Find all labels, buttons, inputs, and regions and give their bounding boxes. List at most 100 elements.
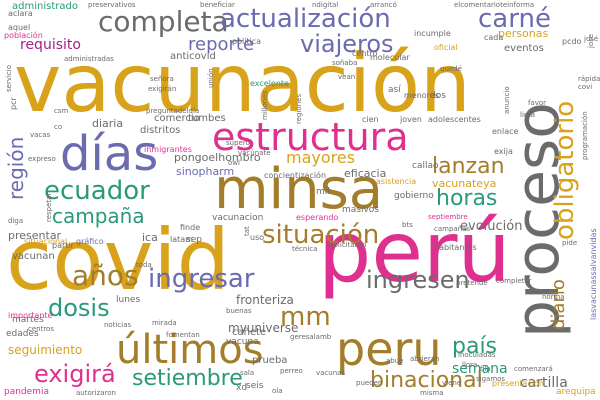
word: diga: [8, 217, 24, 225]
word: horas: [436, 186, 498, 211]
word: situación: [262, 220, 380, 250]
word: solicitarán: [330, 241, 367, 249]
word: semana: [452, 361, 508, 377]
word: diaria: [92, 117, 124, 130]
word: eficacia: [344, 167, 387, 180]
word: sep: [186, 235, 202, 245]
word: programación: [581, 111, 589, 160]
word: dos: [430, 91, 446, 101]
word: pueden: [356, 379, 383, 387]
word: covid: [6, 211, 230, 309]
word: excelente: [250, 79, 289, 88]
word: personas: [498, 27, 549, 40]
word: región: [4, 136, 28, 200]
word: pretende: [456, 279, 488, 287]
word: eventos: [504, 43, 544, 54]
word: prueba: [252, 355, 288, 366]
word: finde: [180, 223, 201, 232]
word: dosis: [48, 294, 110, 322]
word: uso: [250, 233, 265, 242]
word: mm: [280, 302, 331, 332]
word: fomentan: [166, 331, 200, 339]
word: respetar: [45, 192, 53, 222]
word: owl: [228, 159, 240, 167]
word: binacional: [370, 368, 483, 393]
word: vacunan: [12, 251, 55, 262]
word: cada: [484, 33, 504, 42]
word: centros: [28, 325, 54, 333]
word: perreo: [280, 367, 303, 375]
word: jose: [587, 33, 595, 48]
word: unión: [207, 68, 215, 88]
word: ingresar: [148, 264, 255, 294]
word: habitantes: [434, 243, 477, 252]
word: comercio: [154, 113, 200, 124]
word: viajeros: [300, 30, 394, 58]
word: vacúnate: [238, 149, 271, 157]
word: misma: [420, 389, 444, 397]
word: campañas: [434, 225, 471, 233]
word: actualización: [220, 4, 391, 34]
word: partir: [52, 241, 74, 250]
word: tumbes: [188, 113, 226, 124]
word: covi: [578, 83, 593, 91]
word: estructura: [212, 115, 409, 159]
word: myuniverse: [228, 321, 299, 335]
word: comenzará: [514, 365, 553, 373]
word: septiembre: [428, 213, 468, 221]
word: ica: [142, 231, 158, 244]
word: ingresen: [366, 266, 470, 294]
word: seguimiento: [8, 343, 83, 357]
word: co: [54, 123, 63, 131]
word: diario: [548, 279, 569, 330]
word: autorizaron: [76, 389, 116, 397]
word: concientización: [264, 171, 327, 180]
word: soñaba: [332, 59, 358, 67]
word: martes: [12, 315, 44, 325]
word: favor: [528, 99, 547, 107]
word: país: [452, 334, 498, 359]
word: inmigrantes: [144, 145, 192, 154]
word: años: [72, 259, 139, 292]
word: setiembre: [132, 366, 243, 391]
word: sigamos: [476, 375, 506, 383]
word: servicio: [5, 65, 13, 92]
word: callao: [412, 161, 439, 171]
word: seis: [246, 381, 264, 391]
word: exija: [494, 147, 513, 156]
word: arrancó: [370, 1, 397, 9]
word: tat: [243, 226, 251, 236]
word: elcomentarioteinforma: [454, 1, 535, 9]
word: pongoelhombro: [174, 151, 261, 164]
word: lasvacunassalvanvidas: [589, 228, 598, 320]
word: anuncio: [503, 86, 511, 114]
word: población: [4, 31, 43, 40]
word: sala: [240, 369, 255, 377]
word: lunes: [116, 295, 141, 305]
word: fila: [480, 365, 491, 373]
word: incumple: [414, 29, 451, 38]
word: vacunateya: [432, 177, 497, 190]
word: vean: [338, 73, 356, 81]
word: preguntadeldía: [146, 107, 200, 115]
word: mayores: [286, 148, 356, 167]
word: campaña: [52, 204, 145, 228]
word: beneficiar: [200, 1, 235, 9]
word: aquel: [8, 23, 31, 32]
word: presentar: [8, 229, 62, 242]
word: expreso: [28, 155, 56, 163]
word: arequipa: [556, 387, 596, 397]
word: pcr: [9, 97, 18, 110]
word: oficial: [434, 43, 458, 52]
word: cien: [362, 115, 379, 124]
word: ola: [272, 387, 283, 395]
word: preservativos: [88, 1, 136, 9]
word: enlace: [492, 127, 519, 136]
word: distritos: [140, 125, 181, 136]
word: noticias: [104, 321, 132, 329]
word: asistencia: [376, 177, 417, 186]
word: joven: [400, 115, 422, 124]
word: norma: [542, 293, 565, 301]
word: lima: [520, 111, 535, 119]
word: administradas: [64, 55, 114, 63]
